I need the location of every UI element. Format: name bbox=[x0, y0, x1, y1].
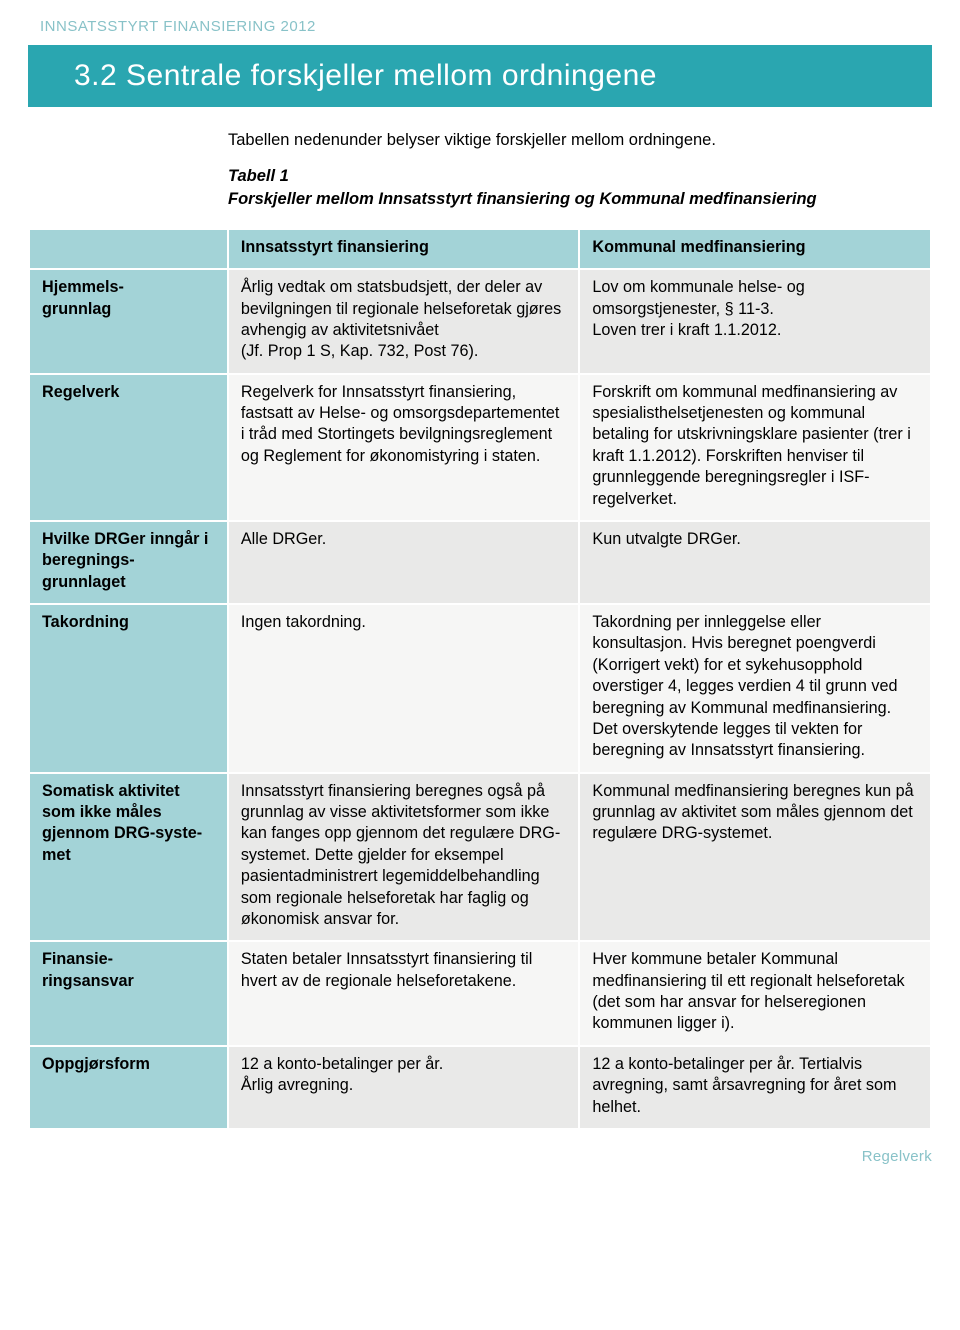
table-body: Hjemmels-grunnlag Årlig vedtak om statsb… bbox=[29, 269, 931, 1129]
row-cell-b: Forskrift om kommunal medfinansiering av… bbox=[579, 374, 931, 521]
section-title: 3.2 Sentrale forskjeller mellom ordninge… bbox=[28, 45, 932, 107]
running-header: INNSATSSTYRT FINANSIERING 2012 bbox=[0, 0, 960, 45]
table-header-row: Innsatsstyrt finansiering Kommunal medfi… bbox=[29, 229, 931, 269]
table-row: Takordning Ingen takordning. Takordning … bbox=[29, 604, 931, 773]
table-row: Regelverk Regelverk for Innsatsstyrt fin… bbox=[29, 374, 931, 521]
table-row: Hjemmels-grunnlag Årlig vedtak om statsb… bbox=[29, 269, 931, 374]
row-cell-b: Takordning per innleggelse eller konsult… bbox=[579, 604, 931, 773]
table-caption: Tabell 1 Forskjeller mellom Innsatsstyrt… bbox=[228, 165, 932, 210]
row-cell-a: Alle DRGer. bbox=[228, 521, 580, 604]
table-header-col-a: Innsatsstyrt finansiering bbox=[228, 229, 580, 269]
table-header-blank bbox=[29, 229, 228, 269]
page-footer: Regelverk bbox=[0, 1142, 960, 1183]
content: Tabellen nedenunder belyser viktige fors… bbox=[0, 107, 960, 1142]
table-row: Hvilke DRGer inngår i beregnings-grunnla… bbox=[29, 521, 931, 604]
row-cell-a: Regelverk for Innsatsstyrt finansiering,… bbox=[228, 374, 580, 521]
table-row: Finansie-ringsansvar Staten betaler Inns… bbox=[29, 941, 931, 1046]
row-label: Oppgjørsform bbox=[29, 1046, 228, 1129]
row-cell-b: Hver kommune betaler Kommunal medfinansi… bbox=[579, 941, 931, 1046]
comparison-table: Innsatsstyrt finansiering Kommunal medfi… bbox=[28, 228, 932, 1130]
tabell-desc: Forskjeller mellom Innsatsstyrt finansie… bbox=[228, 190, 817, 208]
row-label: Finansie-ringsansvar bbox=[29, 941, 228, 1046]
row-label: Takordning bbox=[29, 604, 228, 773]
row-cell-a: Ingen takordning. bbox=[228, 604, 580, 773]
row-label: Hjemmels-grunnlag bbox=[29, 269, 228, 374]
row-cell-b: 12 a konto-betalinger per år. Tertialvis… bbox=[579, 1046, 931, 1129]
tabell-number: Tabell 1 bbox=[228, 167, 289, 185]
row-label: Somatisk aktivitet som ikke måles gjenno… bbox=[29, 773, 228, 942]
row-label: Regelverk bbox=[29, 374, 228, 521]
row-cell-a: Årlig vedtak om statsbudsjett, der deler… bbox=[228, 269, 580, 374]
row-cell-b: Lov om kommunale helse- og omsorgstjenes… bbox=[579, 269, 931, 374]
intro-paragraph: Tabellen nedenunder belyser viktige fors… bbox=[228, 129, 932, 151]
row-cell-a: Staten betaler Innsatsstyrt finansiering… bbox=[228, 941, 580, 1046]
row-cell-a: Innsatsstyrt finansiering beregnes også … bbox=[228, 773, 580, 942]
table-header-col-b: Kommunal medfinansiering bbox=[579, 229, 931, 269]
table-row: Oppgjørsform 12 a konto-betalinger per å… bbox=[29, 1046, 931, 1129]
intro-block: Tabellen nedenunder belyser viktige fors… bbox=[228, 129, 932, 210]
row-cell-b: Kun utvalgte DRGer. bbox=[579, 521, 931, 604]
row-label: Hvilke DRGer inngår i beregnings-grunnla… bbox=[29, 521, 228, 604]
row-cell-a: 12 a konto-betalinger per år.Årlig avreg… bbox=[228, 1046, 580, 1129]
table-row: Somatisk aktivitet som ikke måles gjenno… bbox=[29, 773, 931, 942]
row-cell-b: Kommunal medfinansiering beregnes kun på… bbox=[579, 773, 931, 942]
